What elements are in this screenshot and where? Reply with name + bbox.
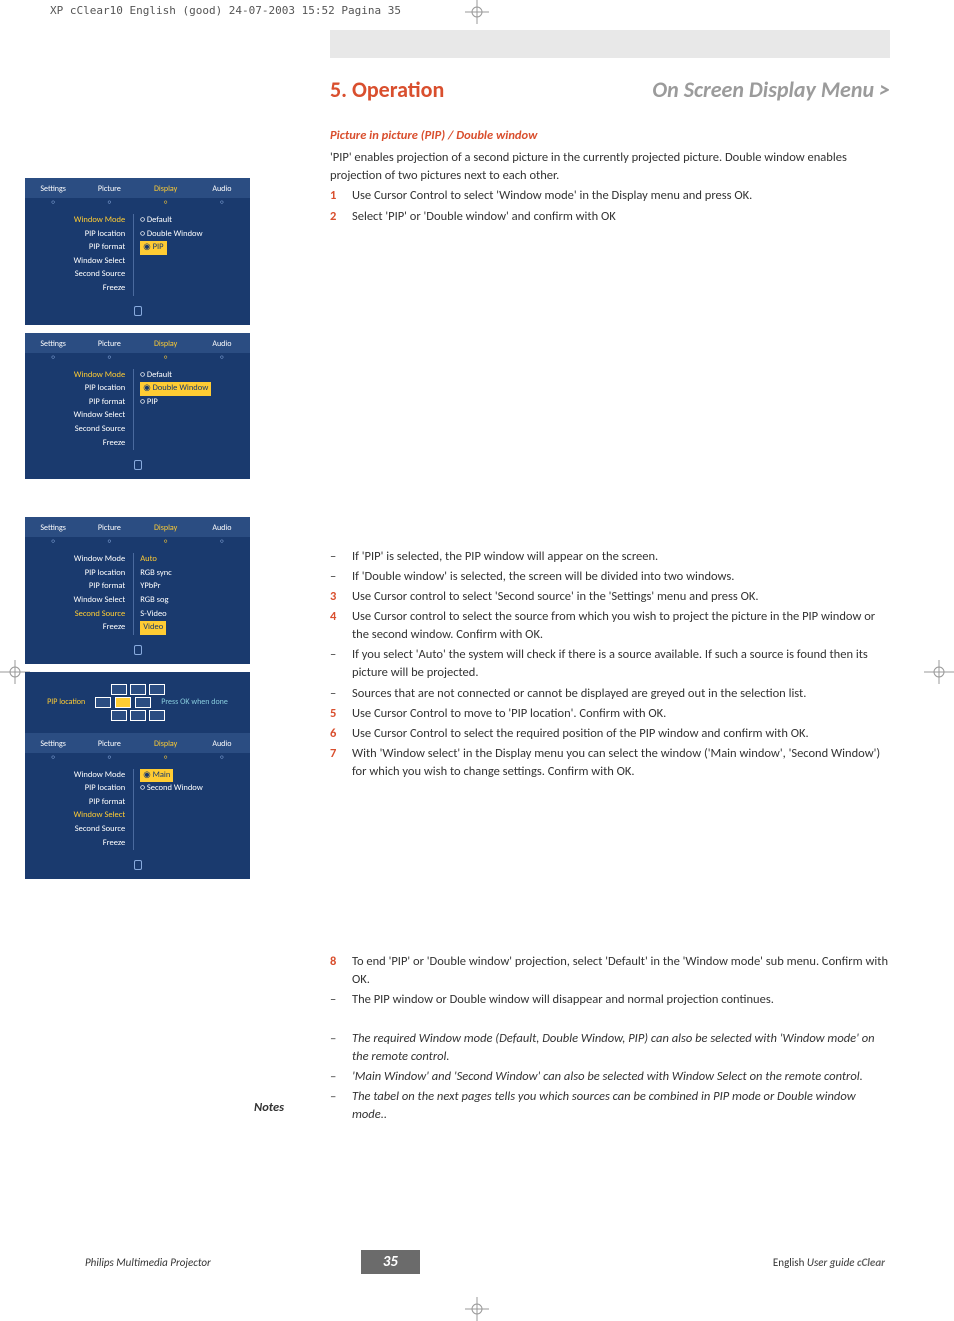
footer-left: Philips Multimedia Projector [85, 1256, 211, 1269]
intro-text: 'PIP' enables projection of a second pic… [330, 149, 890, 185]
dash-item: –If you select 'Auto' the system will ch… [330, 646, 890, 682]
notes-label: Notes [254, 1100, 284, 1115]
step-item: 2Select 'PIP' or 'Double window' and con… [330, 208, 890, 226]
section-title: On Screen Display Menu > [652, 76, 890, 103]
note-item: –The tabel on the next pages tells you w… [330, 1088, 890, 1124]
section-number: 5. Operation [330, 76, 444, 103]
osd-panel-pip: Settings Picture Display Audio ○○○○ Wind… [25, 178, 250, 325]
osd-panel-double: Settings Picture Display Audio ○○○○ Wind… [25, 333, 250, 480]
step-item: 8To end 'PIP' or 'Double window' project… [330, 953, 890, 989]
step-item: 3Use Cursor control to select 'Second so… [330, 588, 890, 606]
note-item: –'Main Window' and 'Second Window' can a… [330, 1068, 890, 1086]
dash-item: –If 'PIP' is selected, the PIP window wi… [330, 548, 890, 566]
step-item: 1Use Cursor Control to select 'Window mo… [330, 187, 890, 205]
osd-pip-location: PIP location Press OK when done [25, 672, 250, 733]
step-item: 4Use Cursor control to select the source… [330, 608, 890, 644]
dash-item: –The PIP window or Double window will di… [330, 991, 890, 1009]
dash-item: –If 'Double window' is selected, the scr… [330, 568, 890, 586]
step-item: 7With 'Window select' in the Display men… [330, 745, 890, 781]
osd-panel-source: Settings Picture Display Audio ○○○○ Wind… [25, 517, 250, 664]
subheading: Picture in picture (PIP) / Double window [330, 127, 890, 145]
osd-panel-winselect: Settings Picture Display Audio ○○○○ Wind… [25, 733, 250, 880]
note-item: –The required Window mode (Default, Doub… [330, 1030, 890, 1066]
registration-mark-right [924, 660, 954, 684]
registration-mark-bottom [465, 1297, 489, 1321]
page-number: 35 [361, 1250, 420, 1274]
page-footer: Philips Multimedia Projector 35 English … [85, 1250, 885, 1274]
step-item: 6Use Cursor Control to select the requir… [330, 725, 890, 743]
dash-item: –Sources that are not connected or canno… [330, 685, 890, 703]
print-header: XP cClear10 English (good) 24-07-2003 15… [50, 4, 401, 17]
step-item: 5Use Cursor Control to move to 'PIP loca… [330, 705, 890, 723]
header-bar [330, 30, 890, 58]
registration-mark-top [465, 0, 489, 24]
footer-right: English User guide cClear [773, 1256, 885, 1269]
